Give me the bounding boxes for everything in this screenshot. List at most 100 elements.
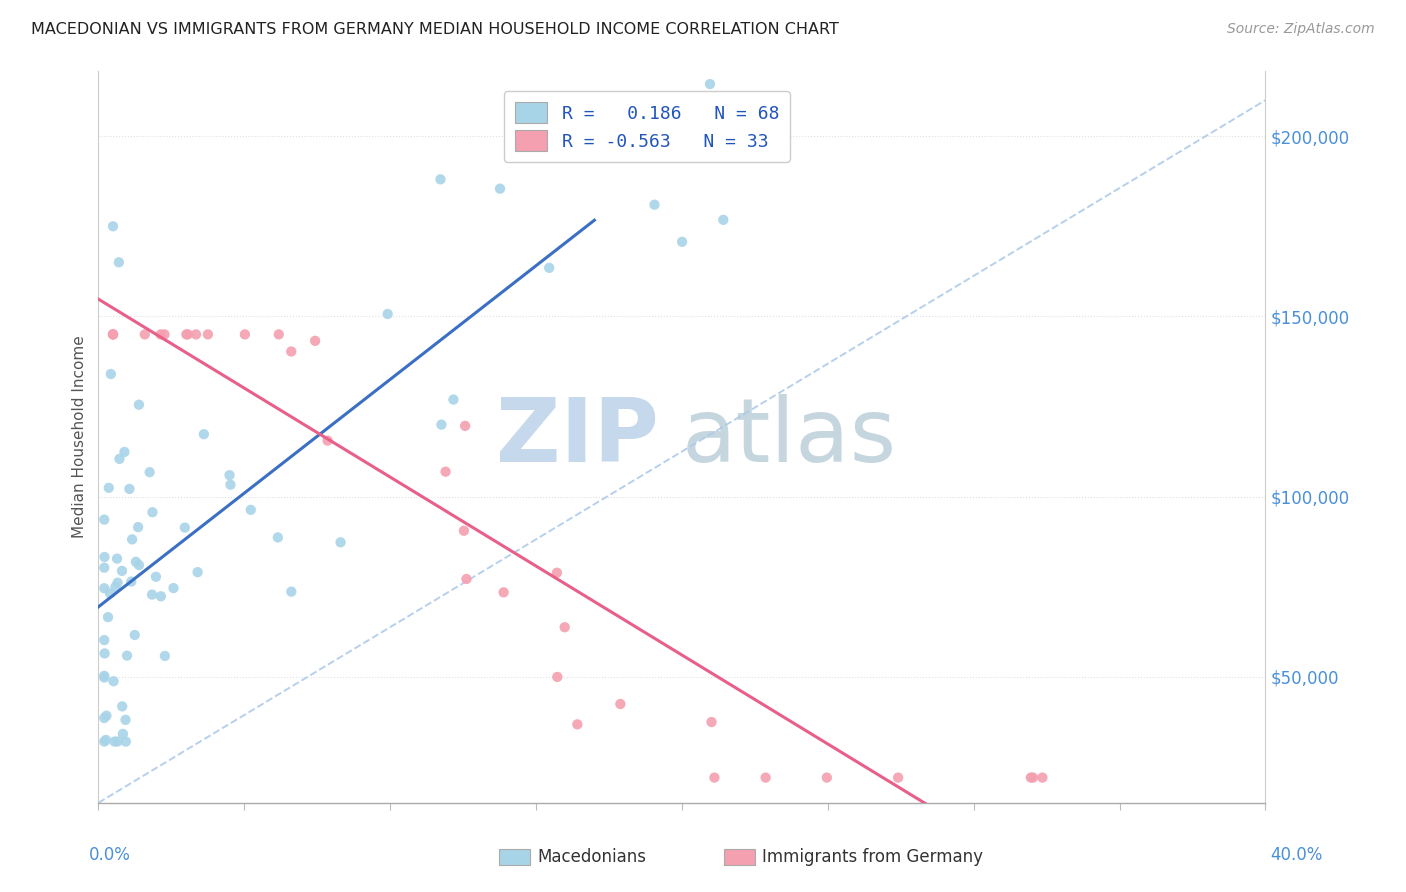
Point [97,610,120,624]
Point [304,334,326,348]
Point [1019,771,1042,785]
Text: 40.0%: 40.0% [1270,846,1323,863]
Point [93,671,115,685]
Point [643,105,665,120]
Point [141,588,163,602]
Point [153,648,176,663]
Text: atlas: atlas [682,393,897,481]
Point [115,648,138,663]
Point [149,589,172,603]
Point [187,565,209,579]
Point [197,327,219,342]
Point [755,771,778,785]
Point [316,434,339,448]
Point [1031,771,1053,785]
Point [700,714,723,729]
Point [430,417,453,432]
Point [153,327,176,342]
Point [145,570,167,584]
Point [218,468,240,483]
Point [329,535,352,549]
Point [141,505,163,519]
Point [128,558,150,572]
Point [124,628,146,642]
Point [94,732,117,747]
Point [711,212,734,227]
Point [98,586,121,600]
Point [100,367,122,381]
Point [280,344,302,359]
Point [96,708,118,723]
Point [456,572,478,586]
Point [567,717,589,731]
Point [93,560,115,574]
Point [177,327,200,342]
Point [118,482,141,496]
Point [267,530,290,544]
Point [671,235,693,249]
Point [101,327,124,342]
Point [93,734,115,748]
Point [120,574,142,589]
Point [101,219,124,234]
Point [104,580,127,594]
Point [280,584,302,599]
Point [107,734,129,748]
Point [173,520,195,534]
Point [93,633,115,648]
Point [703,771,725,785]
Point [103,674,125,689]
Point [454,418,477,433]
Text: MACEDONIAN VS IMMIGRANTS FROM GERMANY MEDIAN HOUSEHOLD INCOME CORRELATION CHART: MACEDONIAN VS IMMIGRANTS FROM GERMANY ME… [31,22,839,37]
Point [1022,771,1045,785]
Point [239,503,262,517]
Point [443,392,465,407]
Point [108,255,131,269]
Point [644,197,666,211]
Point [699,77,721,91]
Point [184,327,207,342]
Point [815,771,838,785]
Text: Macedonians: Macedonians [537,848,647,866]
Point [105,551,128,566]
Point [127,520,149,534]
Text: 0.0%: 0.0% [89,846,131,863]
Point [128,398,150,412]
Point [609,697,631,711]
Point [554,620,576,634]
Point [93,647,115,661]
Point [111,699,134,714]
Point [111,564,134,578]
Point [125,555,148,569]
Point [93,581,115,595]
Point [93,513,115,527]
Point [492,585,515,599]
Point [121,533,143,547]
Point [499,108,522,122]
Point [138,465,160,479]
Point [101,327,124,342]
Point [93,669,115,683]
Point [176,327,198,342]
Text: Immigrants from Germany: Immigrants from Germany [762,848,983,866]
Point [429,172,451,186]
Point [93,549,115,564]
Point [546,566,568,580]
Point [112,445,135,459]
Point [107,575,129,590]
Point [453,524,475,538]
Text: ZIP: ZIP [496,393,658,481]
Y-axis label: Median Household Income: Median Household Income [72,335,87,539]
Point [233,327,256,342]
Point [162,581,184,595]
Point [193,427,215,442]
Point [219,477,242,491]
Point [114,734,136,748]
Point [97,481,120,495]
Text: Source: ZipAtlas.com: Source: ZipAtlas.com [1227,22,1375,37]
Legend: R =   0.186   N = 68, R = -0.563   N = 33: R = 0.186 N = 68, R = -0.563 N = 33 [503,91,790,162]
Point [103,734,125,748]
Point [111,727,134,741]
Point [546,670,568,684]
Point [114,713,136,727]
